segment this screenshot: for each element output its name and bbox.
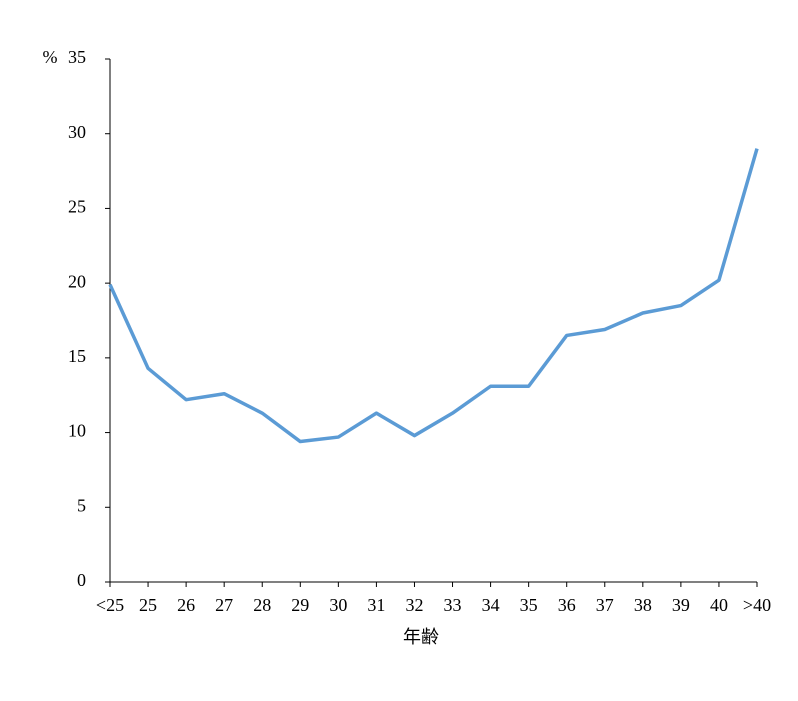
x-tick-label: 40 [710,595,728,615]
x-tick-label: 33 [444,595,462,615]
x-tick-label: 39 [672,595,690,615]
y-tick-label: 0 [77,570,86,590]
x-tick-label: >40 [743,595,771,615]
x-tick-label: 31 [367,595,385,615]
x-tick-label: 37 [596,595,614,615]
x-tick-label: 32 [405,595,423,615]
x-axis-title: 年齢 [403,627,439,647]
y-tick-label: 20 [68,271,86,291]
y-tick-label: 10 [68,421,86,441]
y-tick-label: 5 [77,495,86,515]
y-tick-label: 35 [68,47,86,67]
x-tick-label: 25 [139,595,157,615]
y-tick-label: 15 [68,346,86,366]
x-tick-label: 36 [558,595,576,615]
x-tick-label: <25 [96,595,124,615]
y-tick-label: 30 [68,122,86,142]
x-tick-label: 35 [520,595,538,615]
x-tick-label: 28 [253,595,271,615]
x-tick-label: 34 [482,595,500,615]
x-tick-label: 26 [177,595,195,615]
x-tick-label: 30 [329,595,347,615]
x-tick-label: 27 [215,595,233,615]
x-tick-label: 38 [634,595,652,615]
y-tick-label: 25 [68,197,86,217]
line-series [108,148,759,444]
y-unit: % [43,47,58,67]
x-tick-label: 29 [291,595,309,615]
